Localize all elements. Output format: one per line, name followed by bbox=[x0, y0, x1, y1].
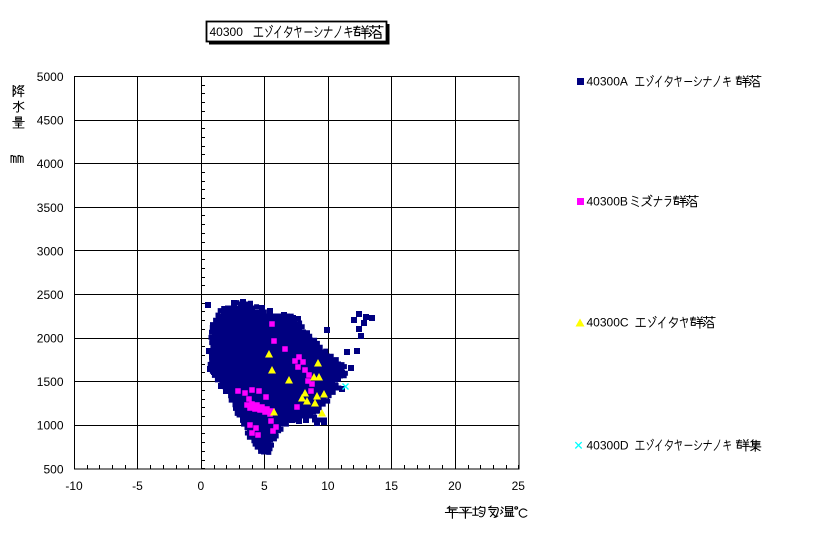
svg-text:20: 20 bbox=[448, 479, 462, 493]
svg-text:3000: 3000 bbox=[37, 244, 64, 258]
svg-text:40300D: 40300D bbox=[587, 439, 629, 453]
svg-text:10: 10 bbox=[321, 479, 335, 493]
svg-text:1000: 1000 bbox=[37, 419, 64, 433]
svg-text:3500: 3500 bbox=[37, 201, 64, 215]
svg-text:5: 5 bbox=[261, 479, 268, 493]
svg-text:500: 500 bbox=[43, 462, 63, 476]
svg-text:2000: 2000 bbox=[37, 332, 64, 346]
svg-text:25: 25 bbox=[512, 479, 526, 493]
svg-text:15: 15 bbox=[385, 479, 399, 493]
svg-text:2500: 2500 bbox=[37, 288, 64, 302]
svg-text:40300: 40300 bbox=[210, 25, 244, 39]
svg-text:1500: 1500 bbox=[37, 375, 64, 389]
svg-text:5000: 5000 bbox=[37, 70, 64, 84]
svg-text:40300B: 40300B bbox=[587, 195, 628, 209]
svg-text:4000: 4000 bbox=[37, 157, 64, 171]
svg-text:-10: -10 bbox=[65, 479, 83, 493]
svg-text:40300A: 40300A bbox=[587, 75, 628, 89]
svg-text:0: 0 bbox=[198, 479, 205, 493]
svg-text:40300C: 40300C bbox=[587, 316, 629, 330]
svg-text:-5: -5 bbox=[132, 479, 143, 493]
svg-text:4500: 4500 bbox=[37, 114, 64, 128]
